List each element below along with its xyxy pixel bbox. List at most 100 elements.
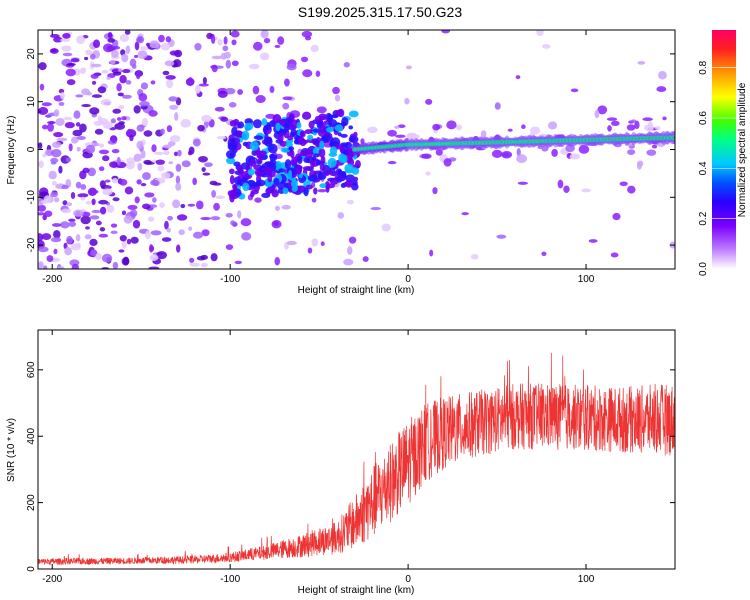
heatmap-cell xyxy=(237,89,244,95)
heatmap-cell xyxy=(134,54,139,58)
heatmap-cell xyxy=(515,75,521,80)
heatmap-cell xyxy=(338,153,346,163)
heatmap-cell xyxy=(126,238,132,245)
heatmap-cell xyxy=(76,136,87,141)
heatmap-cell xyxy=(125,80,132,85)
heatmap-cell xyxy=(282,96,293,101)
heatmap-cell xyxy=(92,39,101,49)
y-tick-label: 200 xyxy=(26,494,37,511)
heatmap-cell xyxy=(110,230,118,235)
heatmap-cell xyxy=(269,153,276,159)
heatmap-cell xyxy=(106,76,111,80)
heatmap-cell xyxy=(244,118,253,125)
heatmap-cell xyxy=(274,44,281,48)
heatmap-cell xyxy=(307,174,318,182)
heatmap-cell xyxy=(354,159,361,169)
heatmap-cell xyxy=(210,253,218,262)
snr-y-axis-label: SNR (10 * v/v) xyxy=(6,418,17,482)
heatmap-cell xyxy=(62,200,68,206)
heatmap-cell xyxy=(215,195,225,200)
heatmap-cell xyxy=(181,160,191,168)
heatmap-cell xyxy=(47,121,56,125)
heatmap-cell xyxy=(651,144,658,149)
heatmap-cell xyxy=(303,149,314,159)
heatmap-cell xyxy=(404,97,410,105)
heatmap-cell xyxy=(395,134,406,138)
heatmap-cell xyxy=(311,197,317,203)
heatmap-cell xyxy=(327,157,337,168)
heatmap-cell xyxy=(68,221,77,227)
heatmap-cell xyxy=(310,44,319,53)
y-tick-label: -10 xyxy=(26,190,37,205)
heatmap-cell xyxy=(337,108,345,118)
heatmap-cell xyxy=(91,209,102,214)
heatmap-cell xyxy=(321,134,331,142)
heatmap-cell xyxy=(175,182,182,191)
heatmap-cell xyxy=(192,138,201,147)
heatmap-cell xyxy=(139,101,150,107)
heatmap-cell xyxy=(138,93,148,102)
heatmap-cell xyxy=(129,58,137,67)
heatmap-cell xyxy=(38,142,43,150)
heatmap-cell xyxy=(612,212,621,221)
heatmap-cell xyxy=(421,153,432,159)
heatmap-cell xyxy=(318,116,327,121)
heatmap-cell xyxy=(165,75,176,80)
x-tick-label: 0 xyxy=(405,274,411,285)
heatmap-cell xyxy=(308,120,315,129)
heatmap-cell xyxy=(429,249,434,257)
heatmap-cell xyxy=(225,244,234,251)
heatmap-cell xyxy=(286,63,297,71)
colorbar-tick-label: 0.8 xyxy=(698,60,709,74)
heatmap-cell xyxy=(140,182,147,187)
heatmap-cell xyxy=(98,149,110,155)
heatmap-cell xyxy=(646,149,657,156)
heatmap-cell xyxy=(258,155,263,164)
heatmap-cell xyxy=(110,118,116,124)
heatmap-cell xyxy=(240,218,252,227)
heatmap-cell xyxy=(124,30,131,35)
heatmap-cell xyxy=(348,135,359,143)
heatmap-cell xyxy=(50,191,59,198)
heatmap-cell xyxy=(262,167,273,173)
heatmap-cell xyxy=(319,163,326,172)
heatmap-cell xyxy=(260,52,270,61)
heatmap-cell xyxy=(237,166,244,175)
heatmap-cell xyxy=(269,85,275,94)
heatmap-cell xyxy=(222,45,229,52)
heatmap-cell xyxy=(272,220,279,227)
spectrogram-heatmap xyxy=(38,30,675,269)
heatmap-cell xyxy=(299,150,307,157)
heatmap-cell xyxy=(344,169,355,174)
heatmap-cell xyxy=(156,251,168,260)
heatmap-cell xyxy=(155,159,166,165)
heatmap-cell xyxy=(140,149,146,159)
heatmap-cell xyxy=(81,104,91,108)
heatmap-cell xyxy=(594,109,600,119)
heatmap-cell xyxy=(229,120,237,127)
heatmap-cell xyxy=(169,104,179,110)
heatmap-cell xyxy=(340,133,348,138)
heatmap-cell xyxy=(168,161,174,165)
heatmap-cell xyxy=(85,49,93,56)
heatmap-cell xyxy=(95,220,102,226)
heatmap-cell xyxy=(99,180,106,188)
heatmap-cell xyxy=(136,35,145,44)
heatmap-cell xyxy=(196,255,206,261)
heatmap-cell xyxy=(230,220,236,226)
heatmap-cell xyxy=(66,79,76,86)
heatmap-cell xyxy=(446,120,457,130)
heatmap-cell xyxy=(129,209,138,217)
heatmap-cell xyxy=(88,189,99,194)
y-tick-label: 10 xyxy=(26,96,37,108)
snr-series-line xyxy=(38,352,675,566)
snr-x-axis-label: Height of straight line (km) xyxy=(298,585,415,596)
heatmap-cell xyxy=(135,71,141,80)
heatmap-cell xyxy=(225,59,231,69)
heatmap-cell xyxy=(168,96,178,102)
heatmap-cell xyxy=(132,219,141,229)
heatmap-cell xyxy=(72,129,83,137)
heatmap-cell xyxy=(200,216,211,221)
heatmap-cell xyxy=(147,216,155,222)
heatmap-cell xyxy=(655,126,661,130)
